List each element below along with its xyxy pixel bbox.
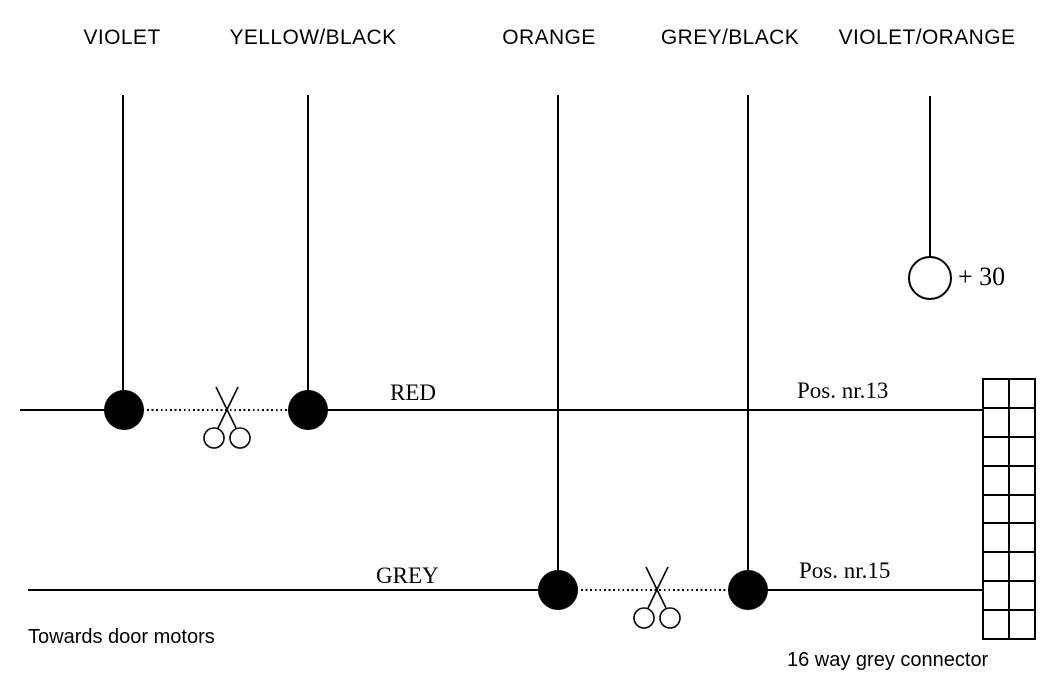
- violet-orange-wire-drop: [929, 96, 931, 257]
- scissors-icon: [629, 565, 685, 633]
- connector-cell: [1010, 437, 1034, 465]
- connector-cell: [984, 466, 1008, 494]
- pos-nr-15-label: Pos. nr.15: [799, 558, 891, 583]
- yellow-black-wire-drop: [307, 95, 309, 411]
- red-wire-cut-segment: [124, 409, 308, 411]
- orange-wire-drop: [557, 95, 559, 590]
- red-wire-left-segment: [20, 409, 124, 411]
- wire-label-orange: ORANGE: [502, 26, 596, 49]
- connector-cell: [984, 495, 1008, 523]
- grey-black-wire-drop: [747, 95, 749, 590]
- connector-cell: [984, 408, 1008, 436]
- plus-30-label: + 30: [958, 262, 1006, 291]
- connector-cell: [984, 524, 1008, 552]
- connector-grid: [982, 378, 1036, 640]
- grey-wire-cut-segment: [558, 589, 748, 591]
- connector-cell: [1010, 524, 1034, 552]
- connector-cell: [984, 437, 1008, 465]
- connector-cell: [984, 380, 1008, 407]
- red-wire-label: RED: [390, 380, 436, 405]
- connector-cell: [984, 611, 1008, 638]
- splice-dot: [288, 390, 328, 430]
- splice-dot: [104, 390, 144, 430]
- connector-cell: [1010, 611, 1034, 638]
- connector-cell: [984, 553, 1008, 581]
- grey-wire-left-segment: [28, 589, 558, 591]
- open-circle-terminal: [908, 256, 952, 300]
- wire-label-violet: VIOLET: [83, 26, 161, 49]
- wire-label-violet-orange: VIOLET/ORANGE: [838, 26, 1016, 49]
- wire-label-yellow-black: YELLOW/BLACK: [229, 26, 397, 49]
- connector-cell: [1010, 553, 1034, 581]
- splice-dot: [538, 570, 578, 610]
- wire-label-grey-black: GREY/BLACK: [660, 26, 800, 49]
- connector-cell: [1010, 582, 1034, 610]
- connector-cell: [1010, 380, 1034, 407]
- splice-dot: [728, 570, 768, 610]
- connector-cell: [984, 582, 1008, 610]
- connector-cell: [1010, 408, 1034, 436]
- towards-door-motors-note: Towards door motors: [28, 626, 215, 648]
- red-wire-right-segment: [308, 409, 982, 411]
- connector-cell: [1010, 466, 1034, 494]
- connector-cell: [1010, 495, 1034, 523]
- grey-wire-right-segment: [748, 589, 982, 591]
- grey-wire-label: GREY: [376, 563, 439, 588]
- pos-nr-13-label: Pos. nr.13: [797, 378, 889, 403]
- scissors-icon: [199, 385, 255, 453]
- connector-label: 16 way grey connector: [787, 649, 989, 671]
- violet-wire-drop: [122, 95, 124, 411]
